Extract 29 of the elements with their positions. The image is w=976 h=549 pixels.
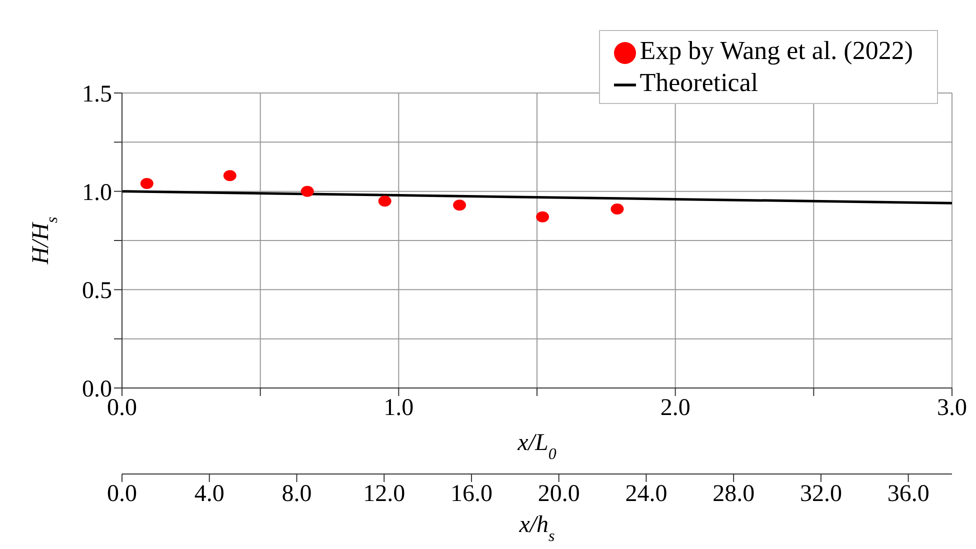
y-tick-label: 1.0	[82, 180, 112, 206]
point	[378, 196, 392, 207]
x2-tick-label: 8.0	[282, 481, 312, 508]
x2-tick-label: 36.0	[887, 481, 930, 508]
legend-label: Theoretical	[640, 68, 758, 97]
point	[610, 204, 624, 215]
x-tick-label: 3.0	[937, 395, 967, 422]
x-tick-label: 0.0	[107, 395, 137, 422]
point	[536, 211, 550, 222]
x2-tick-label: 20.0	[538, 481, 580, 508]
x2-tick-label: 12.0	[363, 481, 406, 508]
point	[140, 178, 154, 189]
x-tick-label: 1.0	[384, 395, 414, 422]
x2-tick-label: 0.0	[107, 481, 137, 508]
x2-tick-label: 4.0	[194, 481, 224, 508]
point	[300, 186, 314, 197]
point	[453, 200, 466, 211]
x2-tick-label: 16.0	[450, 481, 492, 508]
x2-tick-label: 24.0	[625, 481, 668, 508]
x2-tick-label: 28.0	[712, 481, 755, 508]
x2-axis-title: x/h$_{s}$	[518, 512, 555, 544]
line-series	[122, 190, 952, 204]
y-tick-label: 1.5	[82, 82, 112, 108]
x-axis-title: x/L$_{0}$	[516, 430, 556, 462]
x2-tick-label: 32.0	[800, 481, 842, 508]
x-tick-label: 2.0	[660, 395, 690, 422]
point	[223, 170, 236, 182]
y-tick-label: 0.5	[82, 278, 112, 304]
legend-label: Exp by Wang et al. (2022)	[640, 36, 913, 65]
